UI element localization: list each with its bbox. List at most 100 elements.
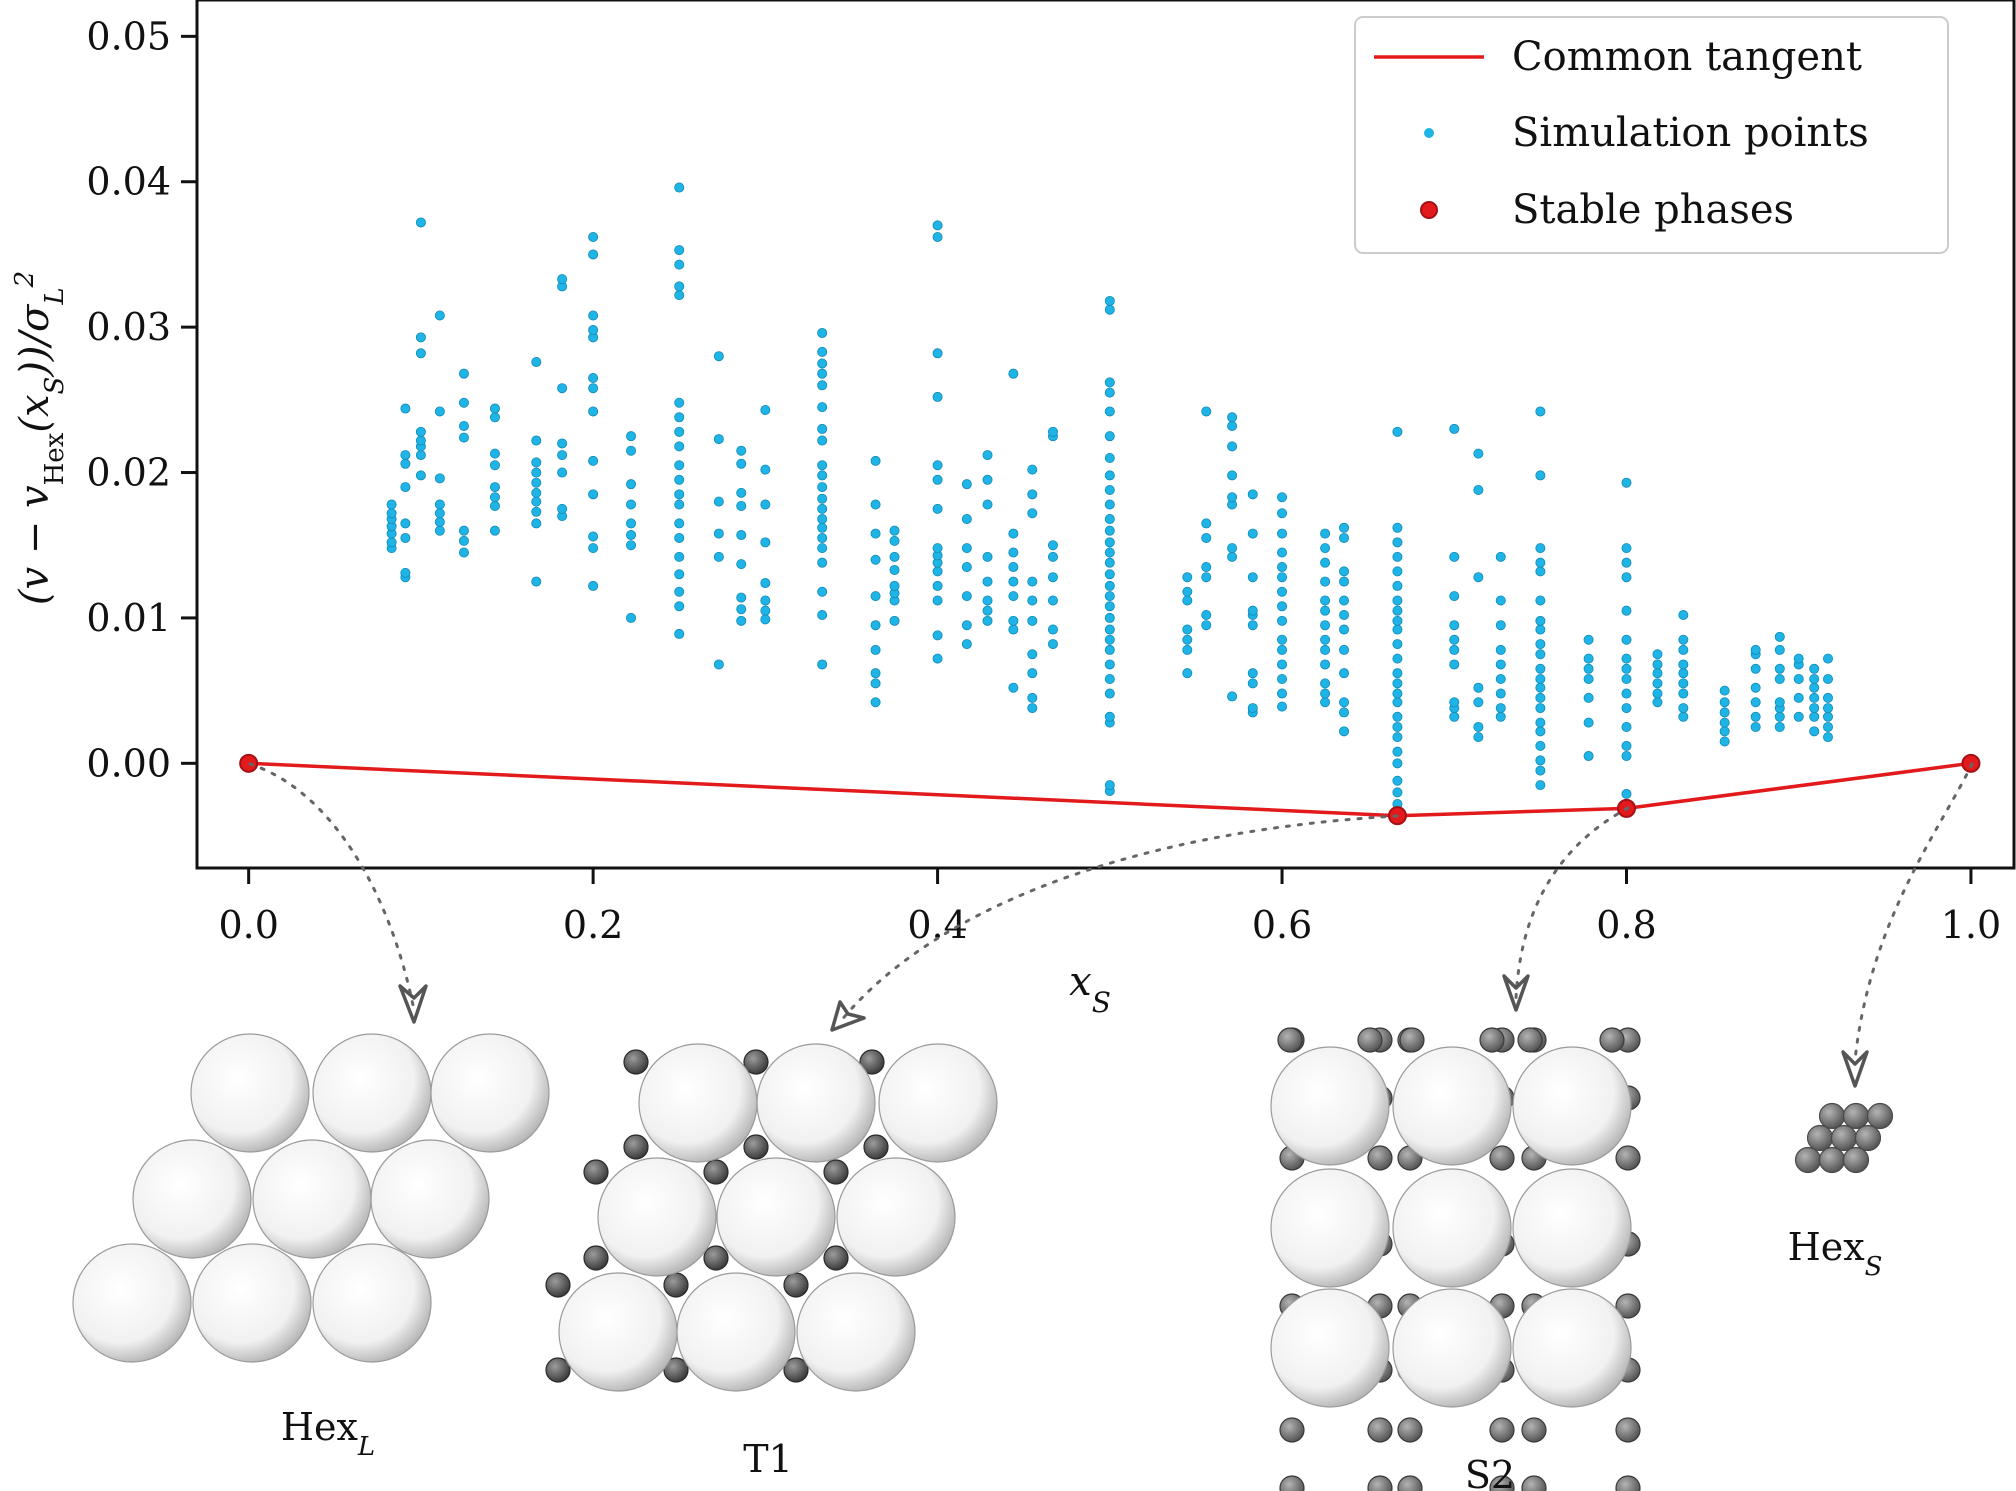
simulation-point [626,541,635,550]
sphere [1808,1126,1833,1151]
sphere [624,1135,648,1159]
simulation-point [1277,660,1286,669]
simulation-point [818,471,827,480]
simulation-point [1622,689,1631,698]
simulation-point [416,427,425,436]
simulation-point [1393,788,1402,797]
simulation-point [1496,689,1505,698]
simulation-point [401,568,410,577]
simulation-point [1536,718,1545,727]
sphere [1368,1476,1392,1491]
sphere [1368,1146,1392,1170]
simulation-point [1622,573,1631,582]
simulation-point [1810,674,1819,683]
simulation-point [1536,756,1545,765]
simulation-point [1653,689,1662,698]
simulation-point [1183,635,1192,644]
simulation-point [983,616,992,625]
simulation-point [1584,693,1593,702]
simulation-point [1339,625,1348,634]
simulation-point [1720,686,1729,695]
simulation-point [1653,679,1662,688]
simulation-point [737,593,746,602]
simulation-point [818,381,827,390]
simulation-point [1048,625,1057,634]
simulation-point [1751,683,1760,692]
simulation-point [983,552,992,561]
simulation-point [401,450,410,459]
simulation-point [1320,544,1329,553]
sphere [1522,1418,1546,1442]
sphere [1513,1047,1631,1165]
simulation-point [1775,722,1784,731]
sphere [133,1140,251,1258]
simulation-point [589,384,598,393]
simulation-point [1277,602,1286,611]
simulation-point [558,439,567,448]
simulation-point [761,615,770,624]
simulation-point [761,596,770,605]
simulation-point [1474,683,1483,692]
simulation-point [818,587,827,596]
simulation-point [1810,683,1819,692]
simulation-point [1536,558,1545,567]
sphere [1393,1047,1511,1165]
sphere [784,1273,808,1297]
sphere [704,1160,728,1184]
simulation-point [1496,660,1505,669]
simulation-point [435,526,444,535]
sphere [1490,1146,1514,1170]
phase-label-hexs: HexS [1788,1225,1883,1282]
simulation-point [1105,453,1114,462]
simulation-point [1622,722,1631,731]
simulation-point [589,407,598,416]
simulation-point [1450,698,1459,707]
sphere [824,1160,848,1184]
simulation-point [1584,751,1593,760]
sphere [598,1158,716,1276]
sphere [1600,1028,1624,1052]
simulation-point [675,291,684,300]
simulation-point [737,459,746,468]
simulation-point [1393,679,1402,688]
simulation-point [1474,573,1483,582]
legend-label-stable-phases: Stable phases [1512,187,1794,233]
sphere [546,1273,570,1297]
simulation-point [818,359,827,368]
simulation-point [1679,712,1688,721]
simulation-point [1496,712,1505,721]
simulation-point [737,501,746,510]
simulation-point [1105,407,1114,416]
simulation-point [1496,621,1505,630]
simulation-point [1277,635,1286,644]
sphere [1271,1169,1389,1287]
arrow-head-t1 [832,1002,864,1030]
simulation-point [1775,645,1784,654]
simulation-point [1823,654,1832,663]
simulation-point [675,629,684,638]
simulation-point [675,602,684,611]
simulation-point [589,250,598,259]
simulation-point [1009,616,1018,625]
simulation-point [1320,698,1329,707]
simulation-point [1393,538,1402,547]
simulation-point [1584,635,1593,644]
simulation-point [1393,698,1402,707]
y-tick-label: 0.04 [86,160,171,204]
simulation-point [589,490,598,499]
simulation-point [1393,567,1402,576]
simulation-point [1339,610,1348,619]
hexl-structure-image [73,1034,549,1362]
simulation-point [1536,567,1545,576]
simulation-point [416,436,425,445]
simulation-point [1320,596,1329,605]
simulation-point [1679,679,1688,688]
simulation-point [416,450,425,459]
simulation-point [1450,592,1459,601]
simulation-point [1536,471,1545,480]
simulation-point [871,592,880,601]
simulation-point [1105,602,1114,611]
simulation-point [1474,722,1483,731]
phase-label-s2: S2 [1465,1453,1515,1491]
simulation-point [626,613,635,622]
